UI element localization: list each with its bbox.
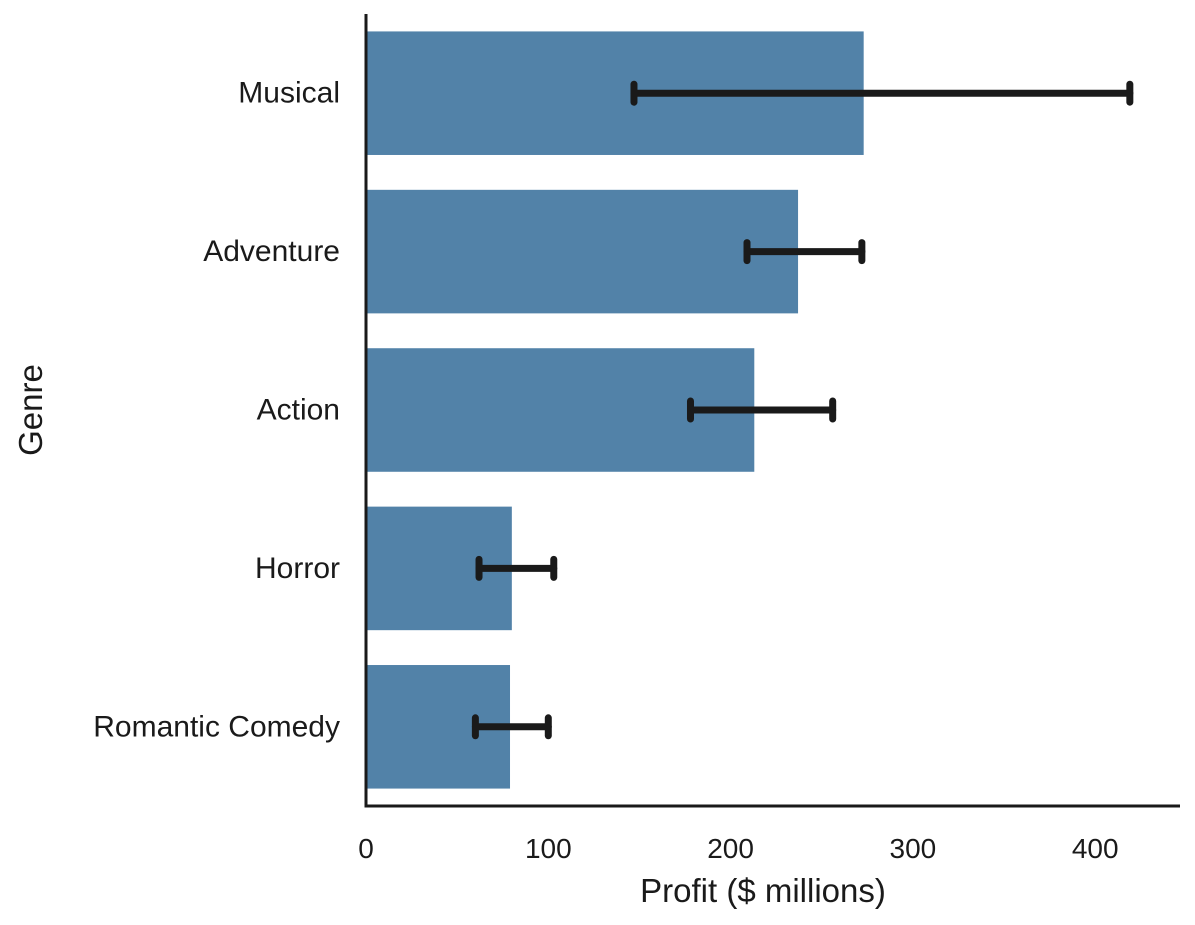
x-tick-label: 200 — [707, 833, 754, 864]
category-label-action: Action — [257, 394, 340, 427]
x-tick-label: 0 — [358, 833, 374, 864]
error-bar-horror — [475, 555, 558, 581]
x-ticks-layer: 0 100 200 300 400 — [358, 833, 1118, 864]
x-tick-label: 100 — [525, 833, 572, 864]
axes-layer — [364, 14, 1180, 808]
error-bar-adventure — [743, 239, 866, 265]
category-label-musical: Musical — [238, 77, 340, 110]
bar-adventure — [366, 189, 799, 314]
error-bar-musical — [630, 80, 1134, 106]
x-tick-label: 300 — [890, 833, 937, 864]
error-bar-romantic-comedy — [471, 714, 552, 740]
category-labels-layer: Musical Adventure Action Horror Romantic Com… — [93, 77, 340, 744]
x-tick-label: 400 — [1072, 833, 1119, 864]
x-axis-label: Profit ($ millions) — [640, 872, 886, 909]
error-bars-layer — [471, 80, 1134, 740]
category-label-horror: Horror — [255, 552, 340, 585]
category-label-romantic-comedy: Romantic Comedy — [93, 710, 340, 743]
y-axis-label: Genre — [12, 364, 49, 456]
category-label-adventure: Adventure — [203, 235, 340, 268]
error-bar-action — [686, 397, 837, 423]
bars-layer — [366, 31, 864, 789]
